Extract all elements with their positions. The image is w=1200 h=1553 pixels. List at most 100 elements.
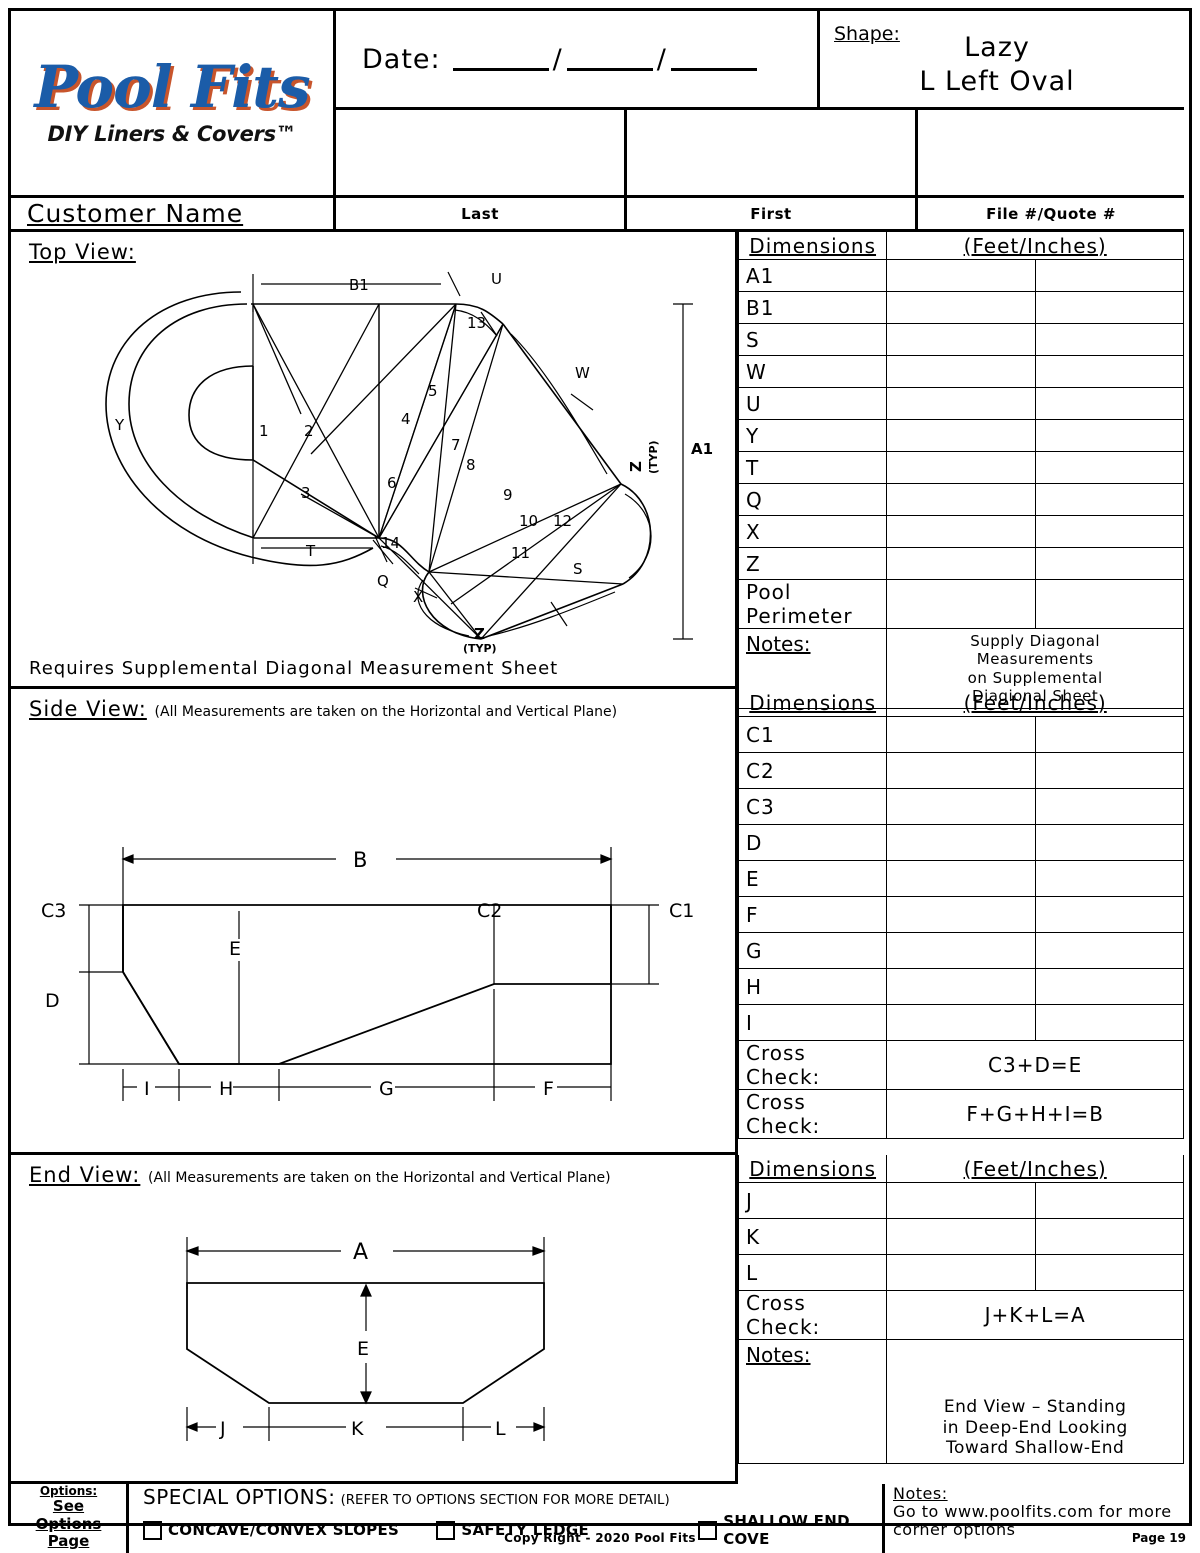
t1-value-b[interactable] (1034, 323, 1185, 356)
t2-value-a[interactable] (886, 788, 1036, 825)
diag-num-8: 8 (466, 456, 476, 474)
date-year-blank[interactable] (670, 48, 757, 71)
t2-value-a[interactable] (886, 896, 1036, 933)
label-x: X (413, 588, 423, 606)
t1-row-label: Q (737, 483, 888, 516)
side-view-title-group: Side View: (All Measurements are taken o… (29, 697, 617, 721)
t2-value-b[interactable] (1034, 716, 1185, 753)
checkbox-icon[interactable] (143, 1520, 162, 1540)
t1-value-a[interactable] (886, 419, 1036, 452)
t3-value-b[interactable] (1034, 1218, 1185, 1255)
t1-value-b[interactable] (1034, 515, 1185, 548)
options-left-cell[interactable]: Options: See Options Page (11, 1484, 129, 1553)
t2-value-b[interactable] (1034, 968, 1185, 1005)
t2-value-a[interactable] (886, 1004, 1036, 1041)
option-label: CONCAVE/CONVEX SLOPES (168, 1521, 400, 1539)
diag-num-3: 3 (301, 484, 311, 502)
checkbox-icon[interactable] (436, 1520, 456, 1540)
t1-value-b[interactable] (1034, 579, 1185, 629)
date-month-blank[interactable] (452, 48, 549, 71)
t1-row-label: T (737, 451, 888, 484)
first-name-input-cell[interactable] (627, 110, 918, 198)
t3-value-a[interactable] (886, 1218, 1036, 1255)
t3-header-units: (Feet/Inches) (886, 1155, 1184, 1183)
t1-value-a[interactable] (886, 515, 1036, 548)
t2-value-b[interactable] (1034, 752, 1185, 789)
t2-value-a[interactable] (886, 752, 1036, 789)
options-notes-cell: Notes: Go to www.poolfits.com for more co… (885, 1484, 1184, 1553)
diag-num-1: 1 (259, 422, 269, 440)
option-preformed-step[interactable]: PREFORMED THERMOPLASTIC / ACRYLIC-FRP ST… (448, 1551, 882, 1553)
t3-row-label: K (737, 1218, 888, 1255)
t1-value-b[interactable] (1034, 387, 1185, 420)
label-a1: A1 (691, 440, 713, 458)
shape-value-line2: L Left Oval (919, 65, 1075, 97)
t1-value-a[interactable] (886, 579, 1036, 629)
t2-value-a[interactable] (886, 968, 1036, 1005)
t1-value-a[interactable] (886, 291, 1036, 324)
t2-value-a[interactable] (886, 716, 1036, 753)
option-shallow-end-cove[interactable]: SHALLOW END COVE (698, 1512, 882, 1548)
date-sep-1: / (552, 43, 563, 75)
t2-value-a[interactable] (886, 860, 1036, 897)
t3-value-b[interactable] (1034, 1254, 1185, 1291)
t1-value-b[interactable] (1034, 259, 1185, 292)
t1-value-a[interactable] (886, 323, 1036, 356)
t1-value-a[interactable] (886, 451, 1036, 484)
diag-num-4: 4 (401, 410, 411, 428)
label-s: S (573, 560, 583, 578)
side-view-panel: Side View: (All Measurements are taken o… (11, 689, 738, 1155)
end-view-title-group: End View: (All Measurements are taken on… (29, 1163, 611, 1187)
checkbox-icon[interactable] (698, 1520, 718, 1540)
t2-value-a[interactable] (886, 932, 1036, 969)
label-t: T (305, 542, 316, 560)
t1-value-b[interactable] (1034, 419, 1185, 452)
t2-value-b[interactable] (1034, 932, 1185, 969)
t2-value-b[interactable] (1034, 788, 1185, 825)
copyright-text: Copy Right - 2020 Pool Fits (504, 1531, 696, 1545)
option-concave-convex[interactable]: CONCAVE/CONVEX SLOPES (143, 1520, 436, 1540)
t2-value-a[interactable] (886, 824, 1036, 861)
date-day-blank[interactable] (566, 48, 653, 71)
diag-num-6: 6 (387, 474, 397, 492)
t1-value-a[interactable] (886, 259, 1036, 292)
t1-value-b[interactable] (1034, 291, 1185, 324)
label-q: Q (377, 572, 389, 590)
option-label: SAFETY LEDGE (461, 1521, 590, 1539)
t2-header-dimensions: Dimensions (737, 689, 888, 717)
side-view-drawing: B C3 D E C2 C1 I H G F B (41, 847, 694, 1101)
t1-value-b[interactable] (1034, 451, 1185, 484)
label-z-bottom-typ: (TYP) (463, 642, 497, 655)
t1-value-b[interactable] (1034, 355, 1185, 388)
t3-value-b[interactable] (1034, 1182, 1185, 1219)
t3-value-a[interactable] (886, 1182, 1036, 1219)
top-view-panel: Top View: Requires Supplemental Diagonal… (11, 232, 738, 689)
t1-value-a[interactable] (886, 483, 1036, 516)
t2-value-b[interactable] (1034, 896, 1185, 933)
shape-value: Lazy L Left Oval (820, 31, 1174, 99)
special-options-title: SPECIAL OPTIONS: (143, 1485, 336, 1509)
t3-row-label: J (737, 1182, 888, 1219)
t2-value-b[interactable] (1034, 824, 1185, 861)
options-notes-value: Go to www.poolfits.com for more corner op… (893, 1502, 1172, 1540)
t2-value-b[interactable] (1034, 1004, 1185, 1041)
page-number: Page 19 (1131, 1531, 1186, 1545)
file-quote-input-cell[interactable] (918, 110, 1184, 198)
t2-value-b[interactable] (1034, 860, 1185, 897)
t1-value-a[interactable] (886, 547, 1036, 580)
side-view-dimensions-table: Dimensions (Feet/Inches) C1 C2 C3 D E F … (737, 689, 1185, 1139)
t1-value-a[interactable] (886, 387, 1036, 420)
t1-value-a[interactable] (886, 355, 1036, 388)
t3-value-a[interactable] (886, 1254, 1036, 1291)
option-safety-ledge[interactable]: SAFETY LEDGE (436, 1520, 698, 1540)
t1-value-b[interactable] (1034, 483, 1185, 516)
date-field-cell[interactable]: Date: / / (336, 11, 820, 110)
t1-value-b[interactable] (1034, 547, 1185, 580)
special-options-heading: SPECIAL OPTIONS: (REFER TO OPTIONS SECTI… (143, 1485, 882, 1509)
caption-first: First (627, 198, 918, 232)
top-view-dimensions-table: Dimensions (Feet/Inches) A1 B1 S W U Y T… (737, 232, 1185, 710)
shape-label: Shape: (834, 23, 900, 45)
label-z-right: Z (627, 461, 645, 472)
last-name-input-cell[interactable] (336, 110, 627, 198)
top-view-title: Top View: (29, 240, 136, 264)
